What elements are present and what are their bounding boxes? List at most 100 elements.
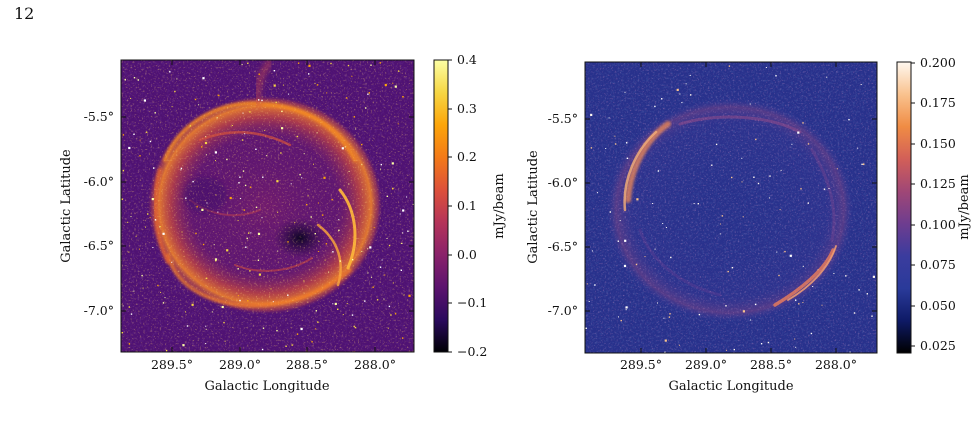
point-source [215, 160, 216, 162]
point-source [323, 176, 326, 179]
point-source [130, 216, 132, 218]
point-source [678, 344, 680, 346]
point-source [733, 348, 735, 351]
point-source [205, 154, 207, 156]
point-source [361, 250, 363, 252]
point-source [821, 304, 823, 306]
point-source [287, 294, 289, 296]
point-source [348, 170, 350, 172]
point-source [130, 97, 131, 99]
point-source [314, 328, 316, 330]
point-source [635, 263, 638, 266]
point-source [226, 249, 229, 252]
point-source [845, 275, 847, 277]
point-source [272, 301, 274, 303]
point-source [342, 314, 344, 316]
point-source [849, 351, 851, 353]
point-source [223, 321, 225, 324]
point-source [802, 302, 804, 303]
point-source [185, 311, 186, 313]
left-colorbar-tick-label: 0.0 [457, 247, 477, 262]
point-source [273, 84, 276, 87]
point-source [798, 303, 800, 305]
point-source [608, 117, 610, 119]
point-source [257, 232, 261, 235]
point-source [626, 157, 629, 159]
point-source [213, 244, 215, 246]
point-source [145, 131, 148, 133]
left-radio-image [121, 60, 414, 352]
point-source [731, 267, 734, 269]
point-source [742, 310, 745, 313]
point-source [133, 290, 135, 292]
point-source [122, 134, 125, 136]
point-source [338, 229, 340, 231]
point-source [255, 206, 258, 208]
point-source [662, 223, 664, 224]
point-source [778, 274, 780, 277]
point-source [853, 312, 856, 314]
point-source [314, 83, 316, 85]
point-source [324, 259, 326, 261]
point-source [780, 169, 782, 171]
point-source [316, 132, 318, 134]
point-source [162, 232, 165, 235]
point-source [243, 209, 245, 211]
point-source [802, 265, 804, 267]
point-source [270, 288, 272, 290]
point-source [721, 215, 724, 217]
point-source [742, 216, 744, 218]
point-source [241, 63, 243, 65]
point-source [291, 344, 293, 346]
left-xlabel: Galactic Longitude [204, 379, 329, 394]
point-source [149, 140, 152, 143]
left-ytick-label: -6.5° [84, 238, 114, 253]
point-source [237, 268, 239, 270]
point-source [401, 243, 403, 244]
point-source [154, 219, 157, 221]
point-source [169, 71, 171, 73]
point-source [719, 233, 721, 235]
point-source [149, 217, 151, 219]
left-xtick-label: 288.5° [286, 357, 328, 372]
point-source [661, 98, 663, 100]
right-colorbar-tick-label: 0.050 [920, 298, 956, 313]
point-source [394, 313, 397, 315]
right-colorbar-tick-label: 0.200 [920, 55, 956, 70]
point-source [588, 301, 590, 302]
left-colorbar-tick-label: 0.4 [457, 52, 477, 67]
point-source [248, 232, 250, 234]
point-source [402, 209, 405, 212]
point-source [334, 302, 337, 305]
point-source [237, 295, 239, 296]
point-source [139, 155, 141, 157]
point-source [171, 261, 173, 263]
point-source [590, 147, 593, 149]
point-source [192, 180, 194, 183]
right-colorbar-tick-label: 0.125 [920, 176, 956, 191]
point-source [135, 235, 137, 237]
point-source [624, 91, 626, 93]
point-source [124, 79, 126, 81]
point-source [311, 341, 313, 343]
point-source [402, 232, 404, 234]
point-source [290, 183, 292, 185]
point-source [205, 277, 208, 279]
point-source [304, 223, 306, 225]
point-source [250, 232, 252, 234]
point-source [383, 298, 385, 300]
point-source [397, 123, 399, 125]
point-source [863, 163, 865, 166]
point-source [224, 340, 226, 342]
point-source [328, 271, 330, 273]
point-source [189, 125, 192, 127]
point-source [872, 275, 875, 278]
point-source [157, 284, 159, 287]
right-xlabel: Galactic Longitude [668, 379, 793, 394]
point-source [654, 105, 656, 108]
point-source [261, 348, 264, 351]
point-source [392, 187, 394, 190]
point-source [860, 84, 862, 85]
point-source [317, 202, 319, 204]
point-source [731, 176, 733, 179]
